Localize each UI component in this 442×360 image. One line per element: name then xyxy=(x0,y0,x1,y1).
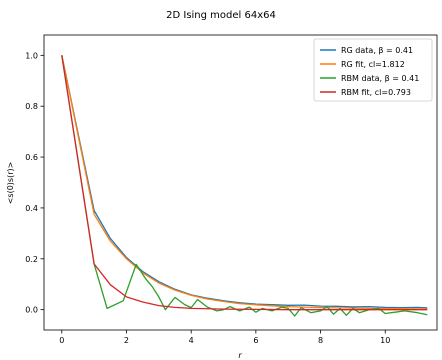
y-ticks: 0.0 0.2 0.4 0.6 0.8 1.0 xyxy=(25,51,44,315)
x-tick-label: 2 xyxy=(124,336,129,345)
x-tick-label: 0 xyxy=(59,336,64,345)
y-tick-label: 1.0 xyxy=(25,51,38,60)
y-tick-label: 0.6 xyxy=(25,153,38,162)
chart-title: 2D Ising model 64x64 xyxy=(166,10,276,21)
y-axis-label: <s(0)s(r)> xyxy=(6,162,15,205)
legend-label-3: RBM fit, cl=0.793 xyxy=(341,88,411,97)
legend-items: RG data, β = 0.41 RG fit, cl=1.812 RBM dat… xyxy=(320,46,419,97)
y-tick-label: 0.0 xyxy=(25,306,38,315)
y-tick-label: 0.8 xyxy=(25,102,38,111)
series-line-3 xyxy=(61,55,428,311)
x-tick-label: 10 xyxy=(380,336,390,345)
series-line-2 xyxy=(61,55,428,317)
legend-label-0: RG data, β = 0.41 xyxy=(341,46,413,55)
y-tick-label: 0.4 xyxy=(25,204,38,213)
x-tick-label: 4 xyxy=(189,336,194,345)
legend: RG data, β = 0.41 RG fit, cl=1.812 RBM dat… xyxy=(313,38,433,102)
series-layer xyxy=(61,55,428,317)
x-ticks: 0 2 4 6 8 10 xyxy=(59,330,390,345)
x-axis-label: r xyxy=(238,351,242,360)
y-tick-label: 0.2 xyxy=(25,255,38,264)
legend-label-1: RG fit, cl=1.812 xyxy=(341,60,405,69)
legend-label-2: RBM data, β = 0.41 xyxy=(341,74,419,83)
legend-box xyxy=(313,38,433,102)
x-tick-label: 6 xyxy=(253,336,258,345)
x-tick-label: 8 xyxy=(318,336,323,345)
